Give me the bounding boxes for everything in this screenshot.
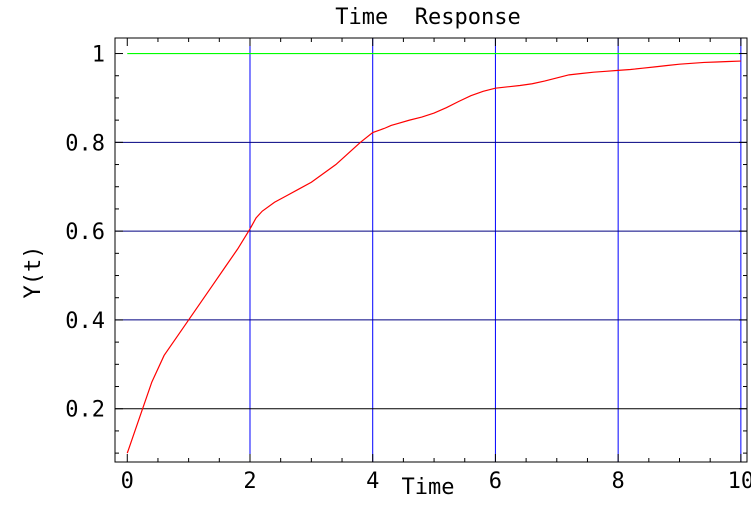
plot-frame — [114, 37, 748, 463]
y-tick-label-3: 0.8 — [65, 131, 105, 156]
y-tick-label-4: 1 — [92, 43, 105, 68]
y-tick-label-0: 0.2 — [65, 398, 105, 423]
grid-lines — [115, 38, 747, 462]
response-line — [126, 60, 741, 454]
x-axis-label: Time — [402, 475, 455, 500]
x-tick-label-1: 2 — [243, 469, 256, 494]
x-tick-label-3: 6 — [489, 469, 502, 494]
chart-title: Time Response — [335, 5, 520, 30]
y-tick-label-1: 0.4 — [65, 309, 105, 334]
plot-series — [126, 52, 741, 454]
y-tick-label-2: 0.6 — [65, 220, 105, 245]
x-tick-label-2: 4 — [366, 469, 379, 494]
x-tick-label-5: 10 — [728, 469, 751, 494]
y-axis-label: Y(t) — [21, 246, 46, 299]
x-tick-label-4: 8 — [612, 469, 625, 494]
axis-ticks: 0 2 4 6 8 10 0.2 0.4 0.6 0.8 1 — [65, 38, 751, 494]
x-tick-label-0: 0 — [121, 469, 134, 494]
